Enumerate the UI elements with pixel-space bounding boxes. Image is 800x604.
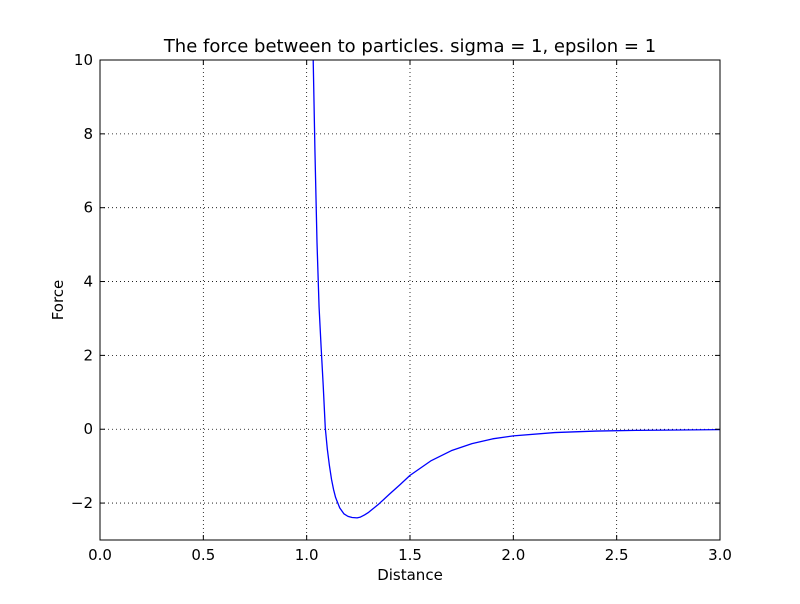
plot-area [312,60,720,519]
x-tick-label: 0.5 [191,546,215,564]
x-tick-label: 1.5 [398,546,422,564]
y-tick-label: 8 [83,125,93,143]
x-tick-label: 1.0 [295,546,319,564]
x-tick-label: 2.5 [605,546,629,564]
x-tick-label: 2.0 [501,546,525,564]
y-tick-label: 10 [74,51,93,69]
x-tick-label: 0.0 [88,546,112,564]
y-tick-label: 0 [83,420,93,438]
y-tick-label: 4 [83,273,93,291]
y-axis-label: Force [49,280,67,321]
y-tick-label: 6 [83,199,93,217]
x-tick-label: 3.0 [708,546,732,564]
x-axis-label: Distance [377,566,443,584]
ticks [99,59,721,540]
chart-title: The force between to particles. sigma = … [163,36,656,57]
x-tick-labels: 0.0 0.5 1.0 1.5 2.0 2.5 3.0 [88,546,732,564]
grid [100,60,720,540]
force-curve [312,60,720,519]
y-tick-labels: −2 0 2 4 6 8 10 [71,51,93,512]
y-tick-label: −2 [71,494,93,512]
y-tick-label: 2 [83,346,93,364]
